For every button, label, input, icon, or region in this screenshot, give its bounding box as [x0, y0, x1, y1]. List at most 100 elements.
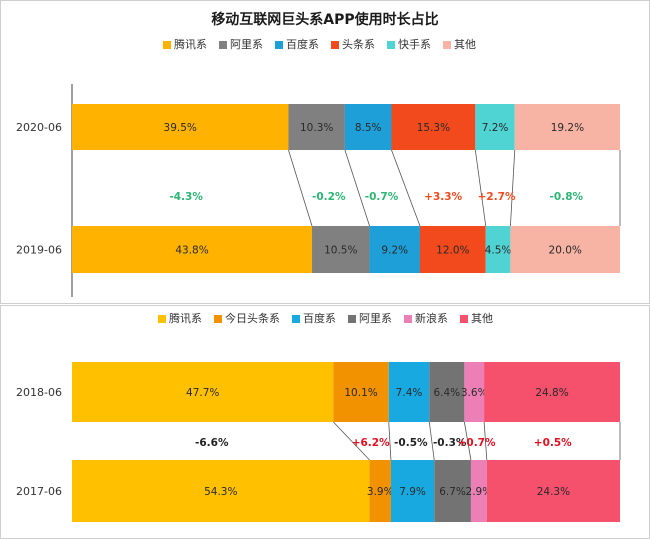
change-labels: -4.3% -0.2% -0.7% +3.3% +2.7% -0.8%: [169, 191, 583, 203]
data-label: 7.9%: [399, 486, 426, 498]
legend-swatch: [219, 41, 227, 49]
connector-line: [288, 149, 313, 227]
legend-swatch: [387, 41, 395, 49]
connector-line: [391, 149, 421, 227]
legend-label: 快手系: [398, 37, 431, 51]
bar-segment: [484, 362, 620, 422]
change-label: -0.5%: [394, 437, 428, 449]
data-label: 7.2%: [482, 122, 509, 134]
data-label: 15.3%: [417, 122, 450, 134]
data-label: 24.3%: [537, 486, 570, 498]
data-label: 39.5%: [164, 122, 197, 134]
connector-line: [344, 149, 370, 227]
legend-label: 阿里系: [230, 38, 263, 51]
bar-segment: [419, 226, 486, 273]
legend-label: 阿里系: [359, 312, 392, 325]
bar-segment: [344, 104, 392, 150]
bar-segment: [388, 362, 430, 422]
bar-segment: [429, 362, 465, 422]
data-label: 54.3%: [204, 486, 237, 498]
bar-segment: [475, 104, 515, 150]
connector-line: [474, 149, 487, 227]
connector-line: [463, 421, 472, 461]
data-label: 47.7%: [186, 387, 219, 399]
legend-label: 百度系: [303, 311, 336, 325]
change-label: +3.3%: [424, 191, 462, 203]
panel-bottom: 腾讯系 今日头条系 百度系 阿里系 新浪系 其他 2018-06 47.7% 10.1% 7.4…: [0, 305, 650, 539]
bar-segment: [390, 460, 435, 522]
data-label: 4.5%: [485, 245, 512, 257]
legend-swatch: [275, 41, 283, 49]
change-label: -0.8%: [550, 191, 584, 203]
bar-segment: [369, 460, 391, 522]
data-label: 10.1%: [344, 387, 377, 399]
bar-segment: [464, 362, 485, 422]
connector-line: [510, 149, 516, 227]
connector-line: [428, 421, 435, 461]
bar-segment: [288, 104, 345, 150]
change-label: -0.3%: [433, 437, 467, 449]
bar-segment: [369, 226, 420, 273]
change-label: -4.3%: [169, 191, 203, 203]
legend-swatch: [214, 315, 222, 323]
bar-segment: [72, 226, 313, 273]
category-label: 2018-06: [16, 386, 62, 399]
bar-segment: [333, 362, 389, 422]
data-label: 7.4%: [396, 387, 423, 399]
bar-segment: [514, 104, 620, 150]
change-label: -0.2%: [312, 191, 346, 203]
legend-label: 其他: [471, 312, 493, 325]
legend-swatch: [292, 315, 300, 323]
connector-lines: [333, 421, 621, 461]
change-label: -0.7%: [365, 191, 399, 203]
category-label: 2020-06: [16, 121, 62, 134]
legend: 腾讯系 今日头条系 百度系 阿里系 新浪系 其他: [158, 311, 493, 325]
connector-line: [388, 421, 392, 461]
change-label: +0.5%: [534, 437, 572, 449]
data-label: 19.2%: [551, 122, 584, 134]
data-label: 2.9%: [466, 486, 493, 498]
data-label: 12.0%: [436, 245, 469, 257]
legend-swatch: [331, 41, 339, 49]
legend-label: 百度系: [286, 37, 319, 51]
data-label: 10.3%: [300, 122, 333, 134]
change-label: +0.7%: [458, 437, 496, 449]
legend-swatch: [158, 315, 166, 323]
bar-segment: [391, 104, 476, 150]
bar-segment: [312, 226, 370, 273]
legend-label: 腾讯系: [169, 311, 202, 325]
change-labels: -6.6% +6.2% -0.5% -0.3%+0.7% +0.5%: [195, 437, 572, 449]
data-label: 9.2%: [381, 245, 408, 257]
bar-segment: [510, 226, 620, 273]
change-label: +6.2%: [352, 437, 390, 449]
data-label: 6.7%: [439, 486, 466, 498]
bar-segment: [486, 460, 620, 522]
data-label: 24.8%: [535, 387, 568, 399]
legend-label: 其他: [454, 38, 476, 51]
data-label: 3.9%: [367, 486, 394, 498]
bar-segment: [72, 362, 334, 422]
legend-label: 新浪系: [415, 311, 448, 325]
category-label: 2019-06: [16, 244, 62, 257]
legend-swatch: [460, 315, 468, 323]
bar-segment: [485, 226, 511, 273]
data-label: 10.5%: [324, 245, 357, 257]
bar-segment: [434, 460, 471, 522]
bar-group: 2018-06 47.7% 10.1% 7.4% 6.4% 3.6% 24.8% 2017-0…: [16, 362, 620, 522]
data-label: 43.8%: [175, 245, 208, 257]
chart-title: 移动互联网巨头系APP使用时长占比: [211, 11, 438, 28]
legend-label: 头条系: [342, 37, 375, 51]
legend: 腾讯系 阿里系 百度系 头条系 快手系 其他: [163, 37, 476, 51]
legend-label: 腾讯系: [174, 37, 207, 51]
change-label: +2.7%: [478, 191, 516, 203]
connector-line: [483, 421, 488, 461]
legend-swatch: [404, 315, 412, 323]
category-label: 2017-06: [16, 485, 62, 498]
data-label: 20.0%: [549, 245, 582, 257]
change-label: -6.6%: [195, 437, 229, 449]
data-label: 3.6%: [461, 387, 488, 399]
legend-label: 今日头条系: [225, 311, 280, 325]
data-label: 6.4%: [433, 387, 460, 399]
bar-segment: [470, 460, 487, 522]
